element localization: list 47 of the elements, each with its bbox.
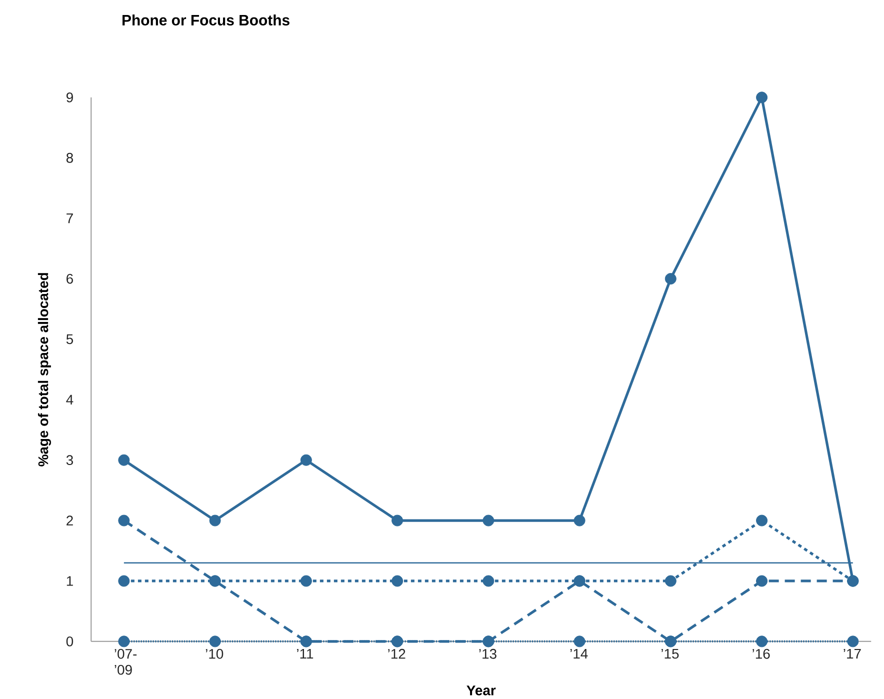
point	[756, 514, 768, 526]
y-tick-label: 1	[66, 576, 73, 586]
y-tick-label: 4	[66, 395, 74, 405]
point	[756, 92, 768, 104]
chart-title: Phone or Focus Booths	[122, 14, 290, 26]
point	[392, 514, 404, 526]
point	[209, 514, 221, 526]
x-tick-label: ’14	[570, 649, 588, 659]
point	[209, 636, 221, 648]
point	[664, 273, 676, 285]
x-axis-title: Year	[466, 686, 496, 696]
point	[300, 636, 312, 648]
point	[482, 636, 494, 648]
y-tick-label: 7	[66, 214, 73, 224]
y-tick-label: 5	[66, 334, 74, 344]
y-axis-title: %age of total space allocated	[38, 273, 52, 467]
y-tick-label: 8	[66, 153, 74, 163]
point	[847, 575, 859, 587]
point	[118, 636, 130, 648]
x-tick-label: ’16	[752, 649, 770, 659]
point	[847, 636, 859, 648]
point	[574, 514, 586, 526]
point	[574, 636, 586, 648]
x-tick-label: ’15	[662, 649, 679, 659]
point	[300, 575, 312, 587]
x-tick-label: ’17	[844, 649, 861, 659]
point	[392, 636, 404, 648]
y-tick-label: 0	[66, 636, 74, 647]
x-tick-label: ’13	[479, 649, 496, 659]
x-tick-label: ’10	[206, 649, 224, 659]
point	[756, 636, 768, 648]
x-tick-label: ’11	[297, 649, 314, 659]
point	[756, 575, 768, 587]
point	[118, 575, 130, 587]
point	[482, 575, 494, 587]
x-tick-label: ’07-’09	[114, 649, 137, 675]
point	[482, 514, 494, 526]
y-tick-label: 2	[66, 516, 73, 526]
point	[118, 454, 130, 466]
point	[392, 575, 404, 587]
y-tick-label: 9	[66, 92, 73, 103]
x-tick-label: ’12	[388, 649, 406, 659]
point	[300, 454, 312, 466]
y-tick-label: 3	[66, 455, 73, 466]
y-tick-label: 6	[66, 274, 73, 284]
point	[118, 514, 130, 526]
point	[664, 575, 676, 587]
